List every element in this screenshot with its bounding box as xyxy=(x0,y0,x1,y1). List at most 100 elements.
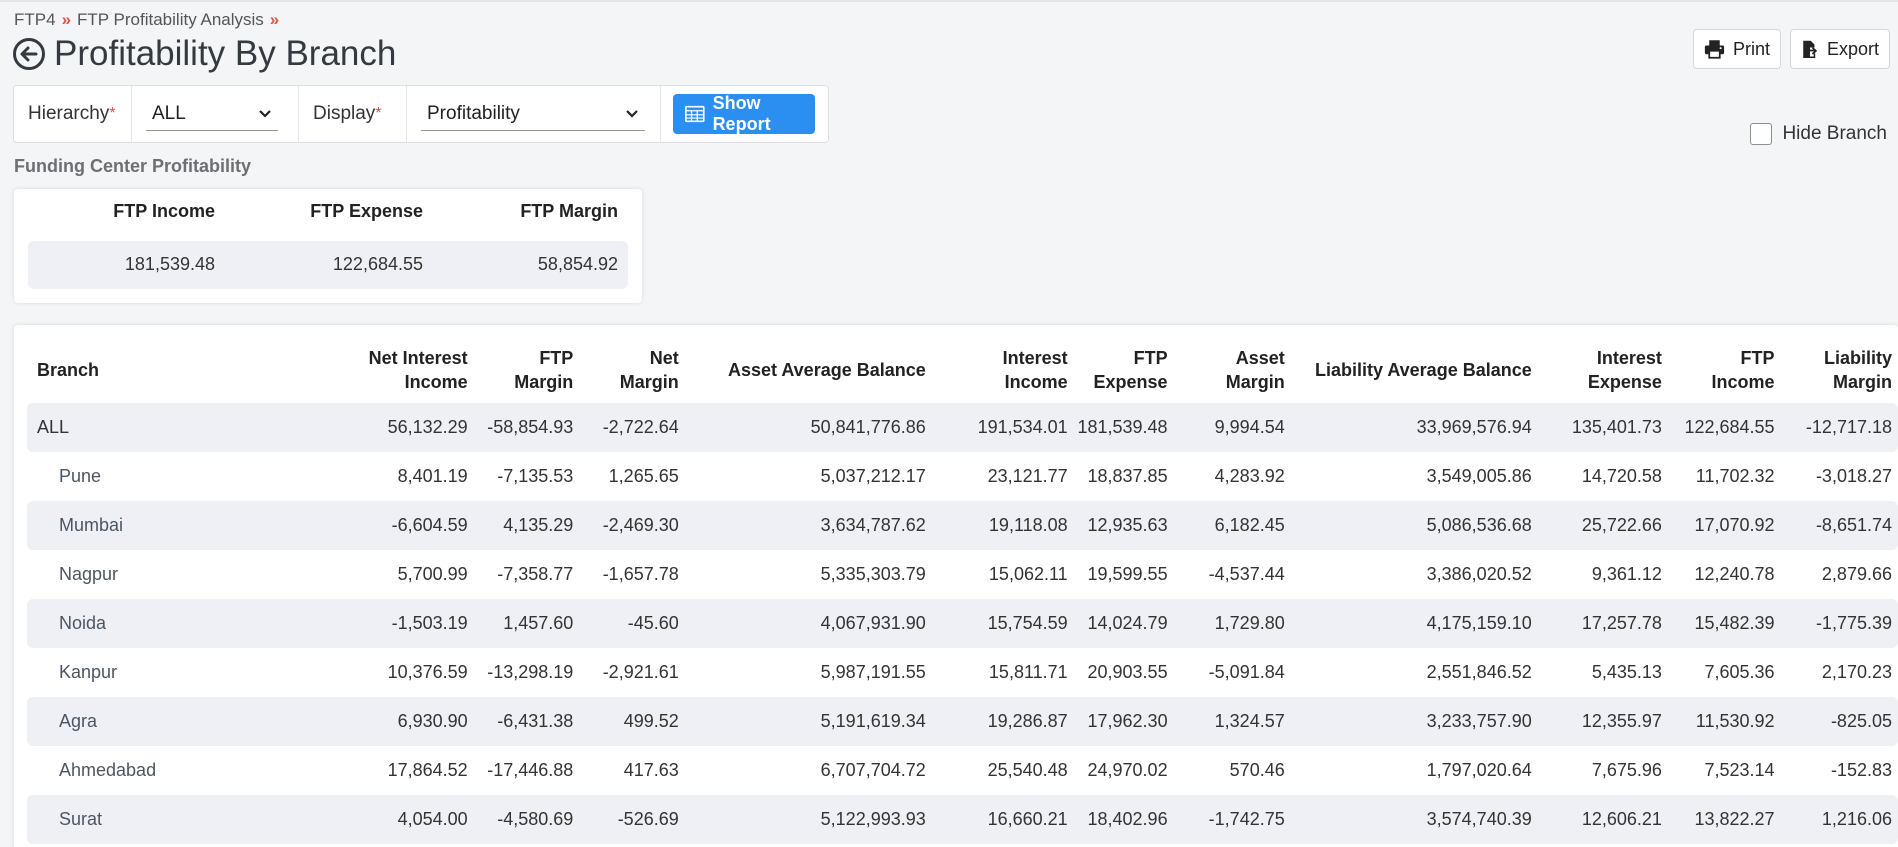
table-cell: 5,700.99 xyxy=(397,564,468,584)
table-row[interactable]: ALL 56,132.29 -58,854.93 -2,722.64 50,841,77… xyxy=(27,403,1898,452)
required-asterisk: * xyxy=(375,105,382,122)
table-row[interactable]: Ahmedabad 17,864.52 -17,446.88 417.63 6,707,… xyxy=(27,746,1898,795)
table-cell: 15,811.71 xyxy=(988,662,1068,682)
table-cell: 6,930.90 xyxy=(296,697,474,746)
column-header-line: Interest xyxy=(1002,348,1068,368)
table-cell: -8,651.74 xyxy=(1780,501,1898,550)
table-cell: 5,191,619.34 xyxy=(684,697,932,746)
column-header[interactable]: Liability Average Balance xyxy=(1291,337,1538,403)
display-label-cell: Display * xyxy=(299,86,407,142)
table-cell: 14,024.79 xyxy=(1073,599,1174,648)
column-header[interactable]: Asset Average Balance xyxy=(685,337,932,403)
branch-name-cell[interactable]: Agra xyxy=(27,697,297,746)
table-cell: 13,822.27 xyxy=(1667,795,1781,844)
column-header[interactable]: Asset Margin xyxy=(1174,337,1291,403)
column-header[interactable]: Interest Income xyxy=(932,337,1074,403)
show-report-button[interactable]: Show Report xyxy=(673,93,815,134)
column-header-line: Branch xyxy=(37,360,100,380)
table-cell: 10,376.59 xyxy=(387,662,468,682)
hierarchy-label-cell: Hierarchy * xyxy=(14,86,132,142)
filter-bar: Hierarchy * ALL Display * Profitability Sh… xyxy=(13,85,829,143)
table-cell: 5,435.13 xyxy=(1591,662,1662,682)
branch-name-cell[interactable]: Nagpur xyxy=(59,564,119,584)
column-header-line: Liability Average Balance xyxy=(1314,360,1532,380)
hide-branch-checkbox[interactable] xyxy=(1750,123,1773,145)
print-button[interactable]: Print xyxy=(1693,29,1781,69)
print-label: Print xyxy=(1732,38,1770,59)
table-cell: 8,401.19 xyxy=(397,466,468,486)
table-cell: -17,446.88 xyxy=(487,760,574,780)
display-select[interactable]: Profitability xyxy=(421,97,645,131)
table-cell: 2,551,846.52 xyxy=(1426,662,1532,682)
table-cell: 12,606.21 xyxy=(1537,795,1668,844)
back-arrow-icon[interactable] xyxy=(12,37,46,71)
branch-name-cell[interactable]: Surat xyxy=(27,795,297,844)
table-row[interactable]: Surat 4,054.00 -4,580.69 -526.69 5,122,993.9… xyxy=(27,795,1898,844)
table-cell: 50,841,776.86 xyxy=(684,403,932,452)
table-cell: 3,386,020.52 xyxy=(1426,564,1532,584)
column-header[interactable]: FTP Margin xyxy=(474,337,580,403)
table-row[interactable]: Noida -1,503.19 1,457.60 -45.60 4,067,931.90… xyxy=(27,599,1898,648)
table-row[interactable]: Mumbai -6,604.59 4,135.29 -2,469.30 3,634,78… xyxy=(27,501,1898,550)
branch-name-cell[interactable]: Pune xyxy=(59,466,102,486)
column-header[interactable]: Net Interest Income xyxy=(297,337,474,403)
table-cell: -4,537.44 xyxy=(1208,564,1285,584)
table-cell: 5,037,212.17 xyxy=(820,466,926,486)
table-cell: 3,549,005.86 xyxy=(1426,466,1532,486)
column-header-line: Interest xyxy=(1596,348,1662,368)
table-cell: 23,121.77 xyxy=(987,466,1068,486)
table-row[interactable]: Kanpur 10,376.59 -13,298.19 -2,921.61 5,987,… xyxy=(27,648,1898,697)
table-cell: 20,903.55 xyxy=(1087,662,1168,682)
hide-branch-toggle[interactable]: Hide Branch xyxy=(1750,123,1887,145)
table-cell: 11,702.32 xyxy=(1695,466,1775,486)
column-header[interactable]: Liability Margin xyxy=(1781,337,1898,403)
table-row[interactable]: Agra 6,930.90 -6,431.38 499.52 5,191,619.34 1… xyxy=(27,697,1898,746)
hierarchy-select[interactable]: ALL xyxy=(146,97,278,131)
branch-name-cell[interactable]: Mumbai xyxy=(27,501,297,550)
table-cell: 1,265.65 xyxy=(608,466,679,486)
fc-value-row xyxy=(28,241,628,289)
fc-header-ftp-income: FTP Income xyxy=(113,201,215,221)
branch-name-cell[interactable]: Kanpur xyxy=(59,662,118,682)
branch-name-cell[interactable]: Noida xyxy=(27,599,297,648)
column-header-line: Margin xyxy=(514,372,574,392)
table-row[interactable]: Nagpur 5,700.99 -7,358.77 -1,657.78 5,335,30… xyxy=(27,550,1898,599)
table-cell: 17,070.92 xyxy=(1667,501,1781,550)
column-header[interactable]: FTP Income xyxy=(1668,337,1781,403)
breadcrumb-separator: » xyxy=(61,10,72,29)
column-header-line: Net Interest xyxy=(368,348,468,368)
column-header-line: Asset Average Balance xyxy=(727,360,926,380)
column-header-line: Net xyxy=(649,348,679,368)
table-cell: 2,879.66 xyxy=(1821,564,1892,584)
table-cell: -2,921.61 xyxy=(602,662,679,682)
fc-value-ftp-income: 181,539.48 xyxy=(124,254,215,274)
table-cell: 25,722.66 xyxy=(1537,501,1668,550)
export-button[interactable]: Export xyxy=(1790,29,1890,69)
column-header-line: Asset xyxy=(1235,348,1285,368)
breadcrumb-item-ftp4[interactable]: FTP4 xyxy=(14,10,56,29)
table-cell: 4,283.92 xyxy=(1214,466,1285,486)
column-header[interactable]: Net Margin xyxy=(579,337,684,403)
column-header[interactable]: FTP Expense xyxy=(1074,337,1174,403)
branch-table-card: Branch Net Interest Income FTP Margin Net Marg… xyxy=(14,325,1898,847)
column-header[interactable]: Branch xyxy=(27,337,297,403)
breadcrumb-item-ftp-profitability[interactable]: FTP Profitability Analysis xyxy=(77,10,264,29)
table-cell: 122,684.55 xyxy=(1667,403,1781,452)
table-cell: -526.69 xyxy=(579,795,685,844)
table-cell: 7,605.36 xyxy=(1704,662,1775,682)
column-header[interactable]: Interest Expense xyxy=(1538,337,1668,403)
table-cell: 1,216.06 xyxy=(1780,795,1898,844)
column-header-line: Margin xyxy=(1832,372,1892,392)
branch-name-cell[interactable]: ALL xyxy=(27,403,297,452)
branch-name-cell[interactable]: Ahmedabad xyxy=(59,760,157,780)
table-cell: 4,175,159.10 xyxy=(1290,599,1538,648)
table-cell: 4,054.00 xyxy=(296,795,474,844)
table-cell: 1,797,020.64 xyxy=(1426,760,1532,780)
export-file-icon xyxy=(1803,40,1817,58)
table-cell: 18,837.85 xyxy=(1087,466,1168,486)
breadcrumb: FTP4 » FTP Profitability Analysis » xyxy=(14,10,285,30)
table-cell: 12,355.97 xyxy=(1537,697,1668,746)
table-row[interactable]: Pune 8,401.19 -7,135.53 1,265.65 5,037,212.1… xyxy=(27,452,1898,501)
chevron-down-icon xyxy=(626,109,638,118)
required-asterisk: * xyxy=(109,105,116,122)
